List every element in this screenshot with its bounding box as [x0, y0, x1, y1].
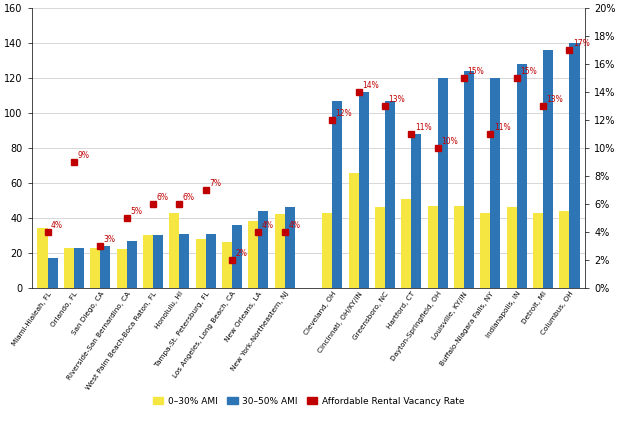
Text: 11%: 11%: [415, 123, 432, 132]
Bar: [74, 248, 84, 288]
Bar: [64, 248, 74, 288]
Text: 12%: 12%: [335, 109, 352, 118]
Bar: [375, 208, 385, 288]
Bar: [332, 101, 342, 288]
Bar: [480, 213, 490, 288]
Bar: [232, 225, 242, 288]
Bar: [153, 235, 163, 288]
Text: 3%: 3%: [104, 235, 116, 244]
Bar: [428, 206, 438, 288]
Text: 15%: 15%: [467, 67, 484, 76]
Bar: [438, 78, 448, 288]
Bar: [169, 213, 179, 288]
Text: 9%: 9%: [78, 151, 89, 160]
Text: 14%: 14%: [362, 81, 379, 90]
Bar: [385, 101, 395, 288]
Bar: [48, 258, 58, 288]
Bar: [249, 221, 259, 288]
Bar: [559, 211, 570, 288]
Text: 7%: 7%: [209, 179, 221, 188]
Bar: [322, 213, 332, 288]
Bar: [259, 211, 268, 288]
Text: 4%: 4%: [262, 221, 274, 230]
Bar: [222, 242, 232, 288]
Text: 5%: 5%: [130, 207, 142, 216]
Bar: [464, 71, 474, 288]
Text: 11%: 11%: [494, 123, 510, 132]
Bar: [570, 43, 580, 288]
Text: 4%: 4%: [51, 221, 63, 230]
Bar: [401, 199, 411, 288]
Bar: [358, 92, 369, 288]
Bar: [411, 134, 422, 288]
Text: 15%: 15%: [520, 67, 537, 76]
Bar: [275, 214, 285, 288]
Bar: [143, 235, 153, 288]
Bar: [37, 228, 48, 288]
Bar: [117, 249, 126, 288]
Bar: [206, 234, 216, 288]
Text: 13%: 13%: [388, 95, 405, 104]
Text: 10%: 10%: [441, 137, 458, 146]
Bar: [454, 206, 464, 288]
Bar: [507, 208, 516, 288]
Bar: [196, 239, 206, 288]
Bar: [100, 246, 110, 288]
Text: 4%: 4%: [288, 221, 300, 230]
Bar: [490, 78, 500, 288]
Bar: [126, 241, 136, 288]
Bar: [533, 213, 543, 288]
Text: 6%: 6%: [156, 193, 169, 202]
Legend: 0–30% AMI, 30–50% AMI, Affordable Rental Vacancy Rate: 0–30% AMI, 30–50% AMI, Affordable Rental…: [149, 393, 468, 409]
Text: 2%: 2%: [236, 249, 247, 258]
Bar: [348, 172, 358, 288]
Text: 13%: 13%: [547, 95, 564, 104]
Bar: [179, 234, 189, 288]
Bar: [91, 248, 100, 288]
Bar: [285, 208, 294, 288]
Bar: [516, 64, 527, 288]
Text: 17%: 17%: [573, 39, 590, 48]
Text: 6%: 6%: [183, 193, 195, 202]
Bar: [543, 50, 553, 288]
